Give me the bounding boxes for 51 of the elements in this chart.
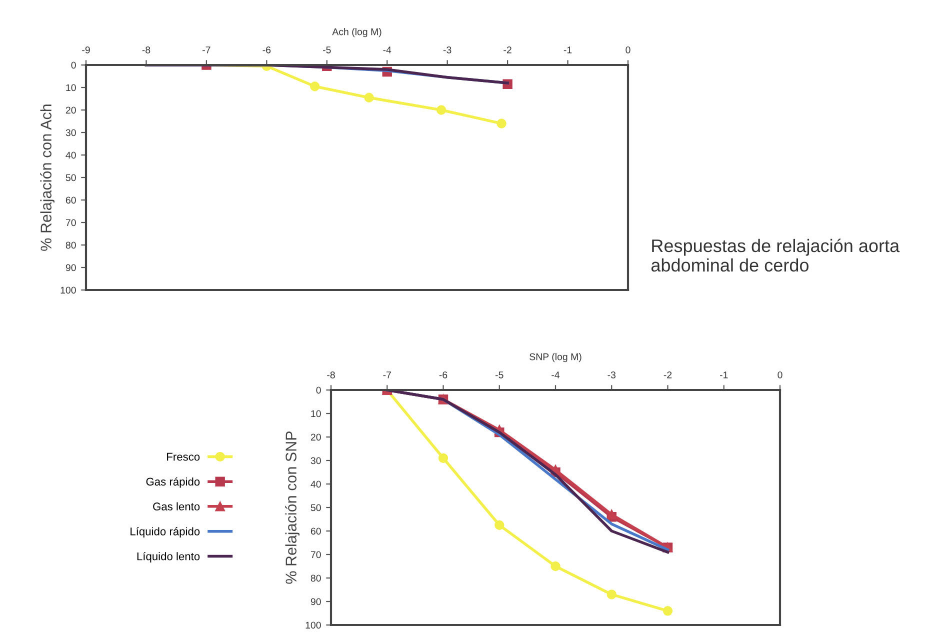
y-tick-label: 70 <box>66 219 76 226</box>
x-tick-label: -4 <box>383 46 392 54</box>
y-tick-label: 80 <box>66 242 76 249</box>
y-tick-label: 20 <box>310 434 321 441</box>
x-tick-label: -1 <box>720 372 728 378</box>
x-axis-title: Ach (log M) <box>332 28 382 38</box>
y-tick-label: 50 <box>66 174 76 182</box>
x-tick-label: 0 <box>778 371 782 378</box>
x-tick-label: -1 <box>564 46 572 54</box>
y-tick-label: 80 <box>310 574 321 582</box>
x-axis-title: SNP (log M) <box>530 353 582 362</box>
y-tick-label: 10 <box>311 410 321 418</box>
y-tick-label: 60 <box>66 196 76 204</box>
y-tick-label: 0 <box>71 62 76 69</box>
x-tick-label: -9 <box>82 46 90 54</box>
y-tick-label: 40 <box>310 480 321 488</box>
y-tick-label: 30 <box>66 129 76 136</box>
y-tick-label: 50 <box>310 504 321 512</box>
x-tick-label: -8 <box>142 46 150 54</box>
x-tick-label: -2 <box>504 46 512 54</box>
y-axis-title: % Relajación con Ach <box>40 104 55 251</box>
y-tick-label: 90 <box>66 264 76 272</box>
x-tick-label: -5 <box>323 46 331 54</box>
y-tick-label: 70 <box>310 551 321 558</box>
legend-label: Líquido lento <box>137 552 200 562</box>
x-tick-label: -2 <box>664 371 672 378</box>
x-tick-label: 0 <box>626 46 630 54</box>
y-tick-label: 100 <box>306 622 321 629</box>
legend-label: Gas lento <box>153 502 200 510</box>
legend-label: Líquido rápido <box>130 527 200 538</box>
y-tick-label: 60 <box>310 528 321 535</box>
legend-label: Gas rápido <box>146 477 200 488</box>
y-tick-label: 40 <box>66 152 76 159</box>
x-tick-label: -3 <box>608 371 616 378</box>
y-tick-label: 0 <box>316 386 321 394</box>
y-tick-label: 10 <box>66 84 76 92</box>
x-tick-label: -7 <box>383 372 391 378</box>
text: Respuestas de relajación aorta abdominal de cerdo <box>651 238 900 272</box>
x-tick-label: -8 <box>327 371 335 378</box>
x-tick-label: -4 <box>552 372 560 378</box>
y-tick-label: 90 <box>310 598 321 606</box>
y-tick-label: 30 <box>310 457 321 464</box>
y-tick-label: 100 <box>60 286 76 294</box>
x-tick-label: -5 <box>495 372 504 378</box>
y-axis-title: % Relajación con SNP <box>285 431 300 584</box>
legend-label: Fresco <box>167 452 200 461</box>
x-tick-label: -6 <box>262 46 271 54</box>
y-tick-label: 20 <box>66 106 76 114</box>
x-tick-label: -7 <box>202 46 210 54</box>
x-tick-label: -6 <box>439 371 448 378</box>
x-tick-label: -3 <box>443 46 452 54</box>
